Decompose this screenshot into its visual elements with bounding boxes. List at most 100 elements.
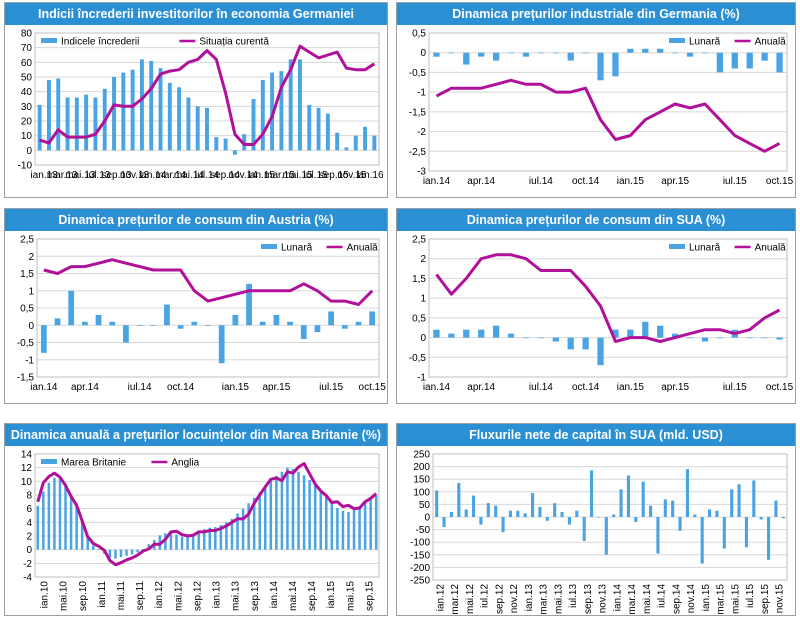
x-tick-label: sep.14 xyxy=(671,584,682,614)
bar xyxy=(433,52,440,57)
bar xyxy=(97,548,101,550)
bar xyxy=(316,107,321,151)
bar xyxy=(54,318,61,326)
bar xyxy=(626,475,630,517)
x-tick-label: mai.12 xyxy=(465,584,476,614)
x-tick-label: mai.13 xyxy=(231,581,242,611)
bar xyxy=(355,321,362,326)
x-tick-label: ian.15 xyxy=(326,581,337,609)
x-tick-label: sep.15 xyxy=(364,581,375,611)
bar xyxy=(494,505,498,517)
bar xyxy=(93,97,98,151)
bar xyxy=(341,510,345,550)
bar xyxy=(53,477,56,550)
legend-label: Anglia xyxy=(171,458,199,469)
bar xyxy=(328,311,334,326)
bar xyxy=(149,60,154,151)
y-tick-label: -2 xyxy=(23,559,32,570)
y-tick-label: -150 xyxy=(410,550,430,561)
bar xyxy=(252,497,256,550)
y-tick-label: 2 xyxy=(26,532,32,543)
chart-title: Dinamica prețurilor de consum din Austri… xyxy=(5,209,387,231)
bar xyxy=(325,113,330,151)
x-tick-label: oct.15 xyxy=(766,176,794,187)
x-tick-label: iul.15 xyxy=(319,382,343,393)
bar xyxy=(716,337,724,339)
series-line xyxy=(39,44,376,146)
bar xyxy=(746,337,753,339)
bar xyxy=(219,525,223,550)
bar xyxy=(507,52,515,54)
bar xyxy=(344,147,349,151)
bar xyxy=(463,329,470,338)
bar xyxy=(260,79,265,151)
x-tick-label: iul.14 xyxy=(657,584,668,608)
bar xyxy=(685,469,689,517)
chart-panel-germany-confidence: Indicii încrederii investitorilor în eco… xyxy=(4,2,388,198)
x-tick-label: mar.14 xyxy=(627,584,638,615)
bar xyxy=(701,52,709,54)
bar xyxy=(619,489,623,517)
bar xyxy=(347,512,350,550)
x-tick-label: nov.14 xyxy=(229,170,259,181)
bar xyxy=(671,500,675,517)
bar xyxy=(225,522,228,550)
x-tick-label: ian.10 xyxy=(40,581,51,609)
y-tick-label: -250 xyxy=(410,576,430,587)
x-tick-label: iul.12 xyxy=(480,584,491,608)
bar xyxy=(108,549,112,558)
x-tick-label: nov.14 xyxy=(686,584,697,614)
bar xyxy=(273,314,280,326)
x-tick-label: iul.15 xyxy=(304,170,328,181)
bar xyxy=(516,510,520,517)
y-tick-label: -100 xyxy=(410,538,430,549)
bar xyxy=(119,549,123,558)
bar xyxy=(169,533,173,550)
bar xyxy=(218,325,225,364)
chart-usa-cpi: -1 -0,5 0 0,5 1 1,5 2 2,5 ian.14 apr.14 iul.14 oct.… xyxy=(409,235,794,394)
bar xyxy=(86,536,89,550)
bar xyxy=(642,321,649,338)
bar xyxy=(180,536,184,550)
legend-label: Anuală xyxy=(755,37,787,48)
bar xyxy=(612,52,619,77)
x-tick-label: nov.12 xyxy=(509,584,520,614)
y-tick-label: 20 xyxy=(21,117,33,128)
bar xyxy=(279,71,284,151)
x-tick-label: mar.13 xyxy=(47,170,78,181)
chart-title: Dinamica prețurilor de consum din SUA (%… xyxy=(397,209,795,231)
bar xyxy=(671,333,679,338)
bar xyxy=(136,325,143,326)
bar xyxy=(247,503,250,550)
y-tick-label: 0,5 xyxy=(20,304,34,315)
bar xyxy=(552,52,559,54)
x-tick-label: ian.14 xyxy=(423,176,451,187)
bar xyxy=(678,517,682,531)
y-tick-label: 60 xyxy=(21,58,33,69)
x-tick-label: ian.11 xyxy=(97,581,108,608)
bar xyxy=(612,329,619,338)
y-tick-label: -3 xyxy=(417,167,426,178)
chart-title: Indicii încrederii investitorilor în eco… xyxy=(5,3,387,25)
x-tick-label: sep.12 xyxy=(192,581,203,611)
plot-area xyxy=(428,32,788,172)
x-tick-label: apr.14 xyxy=(467,382,495,393)
chart-germany-confidence: -1001020304050607080ian.13mar.13mai.13iu… xyxy=(18,29,384,182)
bar xyxy=(582,52,589,54)
x-tick-label: mar.15 xyxy=(716,584,727,615)
bar xyxy=(369,311,376,326)
bar xyxy=(232,314,239,326)
legend-swatch xyxy=(261,244,277,249)
bar xyxy=(737,484,741,517)
bar xyxy=(288,59,293,151)
bar xyxy=(597,52,604,81)
x-tick-label: mai.15 xyxy=(730,584,741,614)
bar xyxy=(686,337,694,339)
y-tick-label: 10 xyxy=(21,477,33,488)
y-tick-label: -2 xyxy=(417,127,426,138)
bar xyxy=(286,467,289,550)
x-tick-label: nov.15 xyxy=(775,584,786,614)
chart-panel-usa-cpi: Dinamica prețurilor de consum din SUA (%… xyxy=(396,208,796,404)
y-tick-label: 12 xyxy=(21,463,33,474)
bar xyxy=(177,325,184,329)
